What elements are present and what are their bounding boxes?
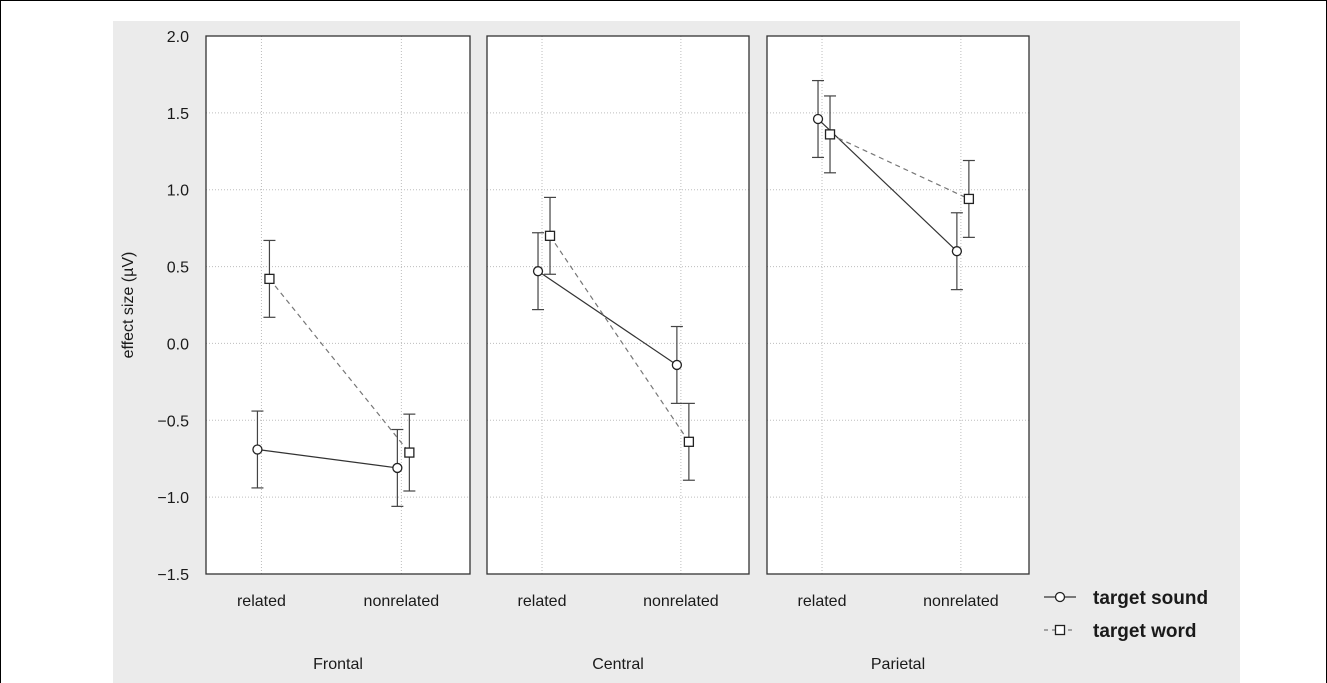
y-tick-label: −1.5 bbox=[157, 567, 189, 584]
panel-label: Parietal bbox=[871, 656, 925, 673]
series-line bbox=[549, 235, 690, 443]
data-point-circle bbox=[812, 113, 824, 125]
x-tick-label: related bbox=[518, 593, 567, 610]
y-tick-label: 1.5 bbox=[167, 106, 189, 123]
y-axis-label: effect size (µV) bbox=[120, 252, 137, 359]
panel-border bbox=[205, 35, 471, 575]
y-tick-label: 0.5 bbox=[167, 260, 189, 277]
legend-marker-square bbox=[1054, 624, 1066, 636]
data-point-square bbox=[963, 193, 975, 205]
data-point-square bbox=[404, 447, 415, 458]
y-tick-label: −1.0 bbox=[157, 490, 189, 507]
panel-border bbox=[486, 35, 750, 575]
panel-border bbox=[766, 35, 1030, 575]
x-tick-label: nonrelated bbox=[643, 593, 719, 610]
panel-label: Frontal bbox=[313, 656, 363, 673]
data-point-square bbox=[683, 436, 695, 447]
panel-label: Central bbox=[592, 656, 644, 673]
y-tick-label: −0.5 bbox=[157, 413, 189, 430]
series-line bbox=[817, 118, 958, 252]
data-point-square bbox=[264, 273, 275, 285]
panel-background bbox=[767, 36, 1029, 574]
legend-label: target word bbox=[1093, 621, 1196, 642]
data-point-circle bbox=[671, 359, 683, 371]
x-tick-label: nonrelated bbox=[364, 593, 440, 610]
legend-label: target sound bbox=[1093, 588, 1208, 609]
legend-marker-circle bbox=[1054, 591, 1066, 603]
data-point-square bbox=[824, 129, 836, 140]
series-line bbox=[537, 270, 678, 366]
y-tick-label: 2.0 bbox=[167, 29, 189, 46]
series-line bbox=[829, 133, 970, 200]
panel-background bbox=[487, 36, 749, 574]
x-tick-label: related bbox=[798, 593, 847, 610]
data-point-square bbox=[544, 230, 556, 241]
data-point-circle bbox=[532, 266, 544, 277]
data-point-circle bbox=[392, 462, 403, 474]
panel-background bbox=[206, 36, 470, 574]
y-tick-label: 0.0 bbox=[167, 336, 189, 353]
x-tick-label: related bbox=[237, 593, 286, 610]
data-point-circle bbox=[252, 444, 263, 455]
x-tick-label: nonrelated bbox=[923, 593, 999, 610]
data-point-circle bbox=[951, 246, 963, 257]
series-line bbox=[268, 278, 410, 453]
y-tick-label: 1.0 bbox=[167, 183, 189, 200]
series-line bbox=[257, 448, 398, 469]
